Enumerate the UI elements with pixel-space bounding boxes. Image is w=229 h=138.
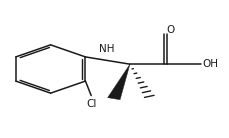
Text: OH: OH xyxy=(201,59,217,69)
Polygon shape xyxy=(107,64,129,100)
Text: Cl: Cl xyxy=(86,99,96,109)
Text: NH: NH xyxy=(98,44,114,54)
Text: O: O xyxy=(166,25,174,35)
